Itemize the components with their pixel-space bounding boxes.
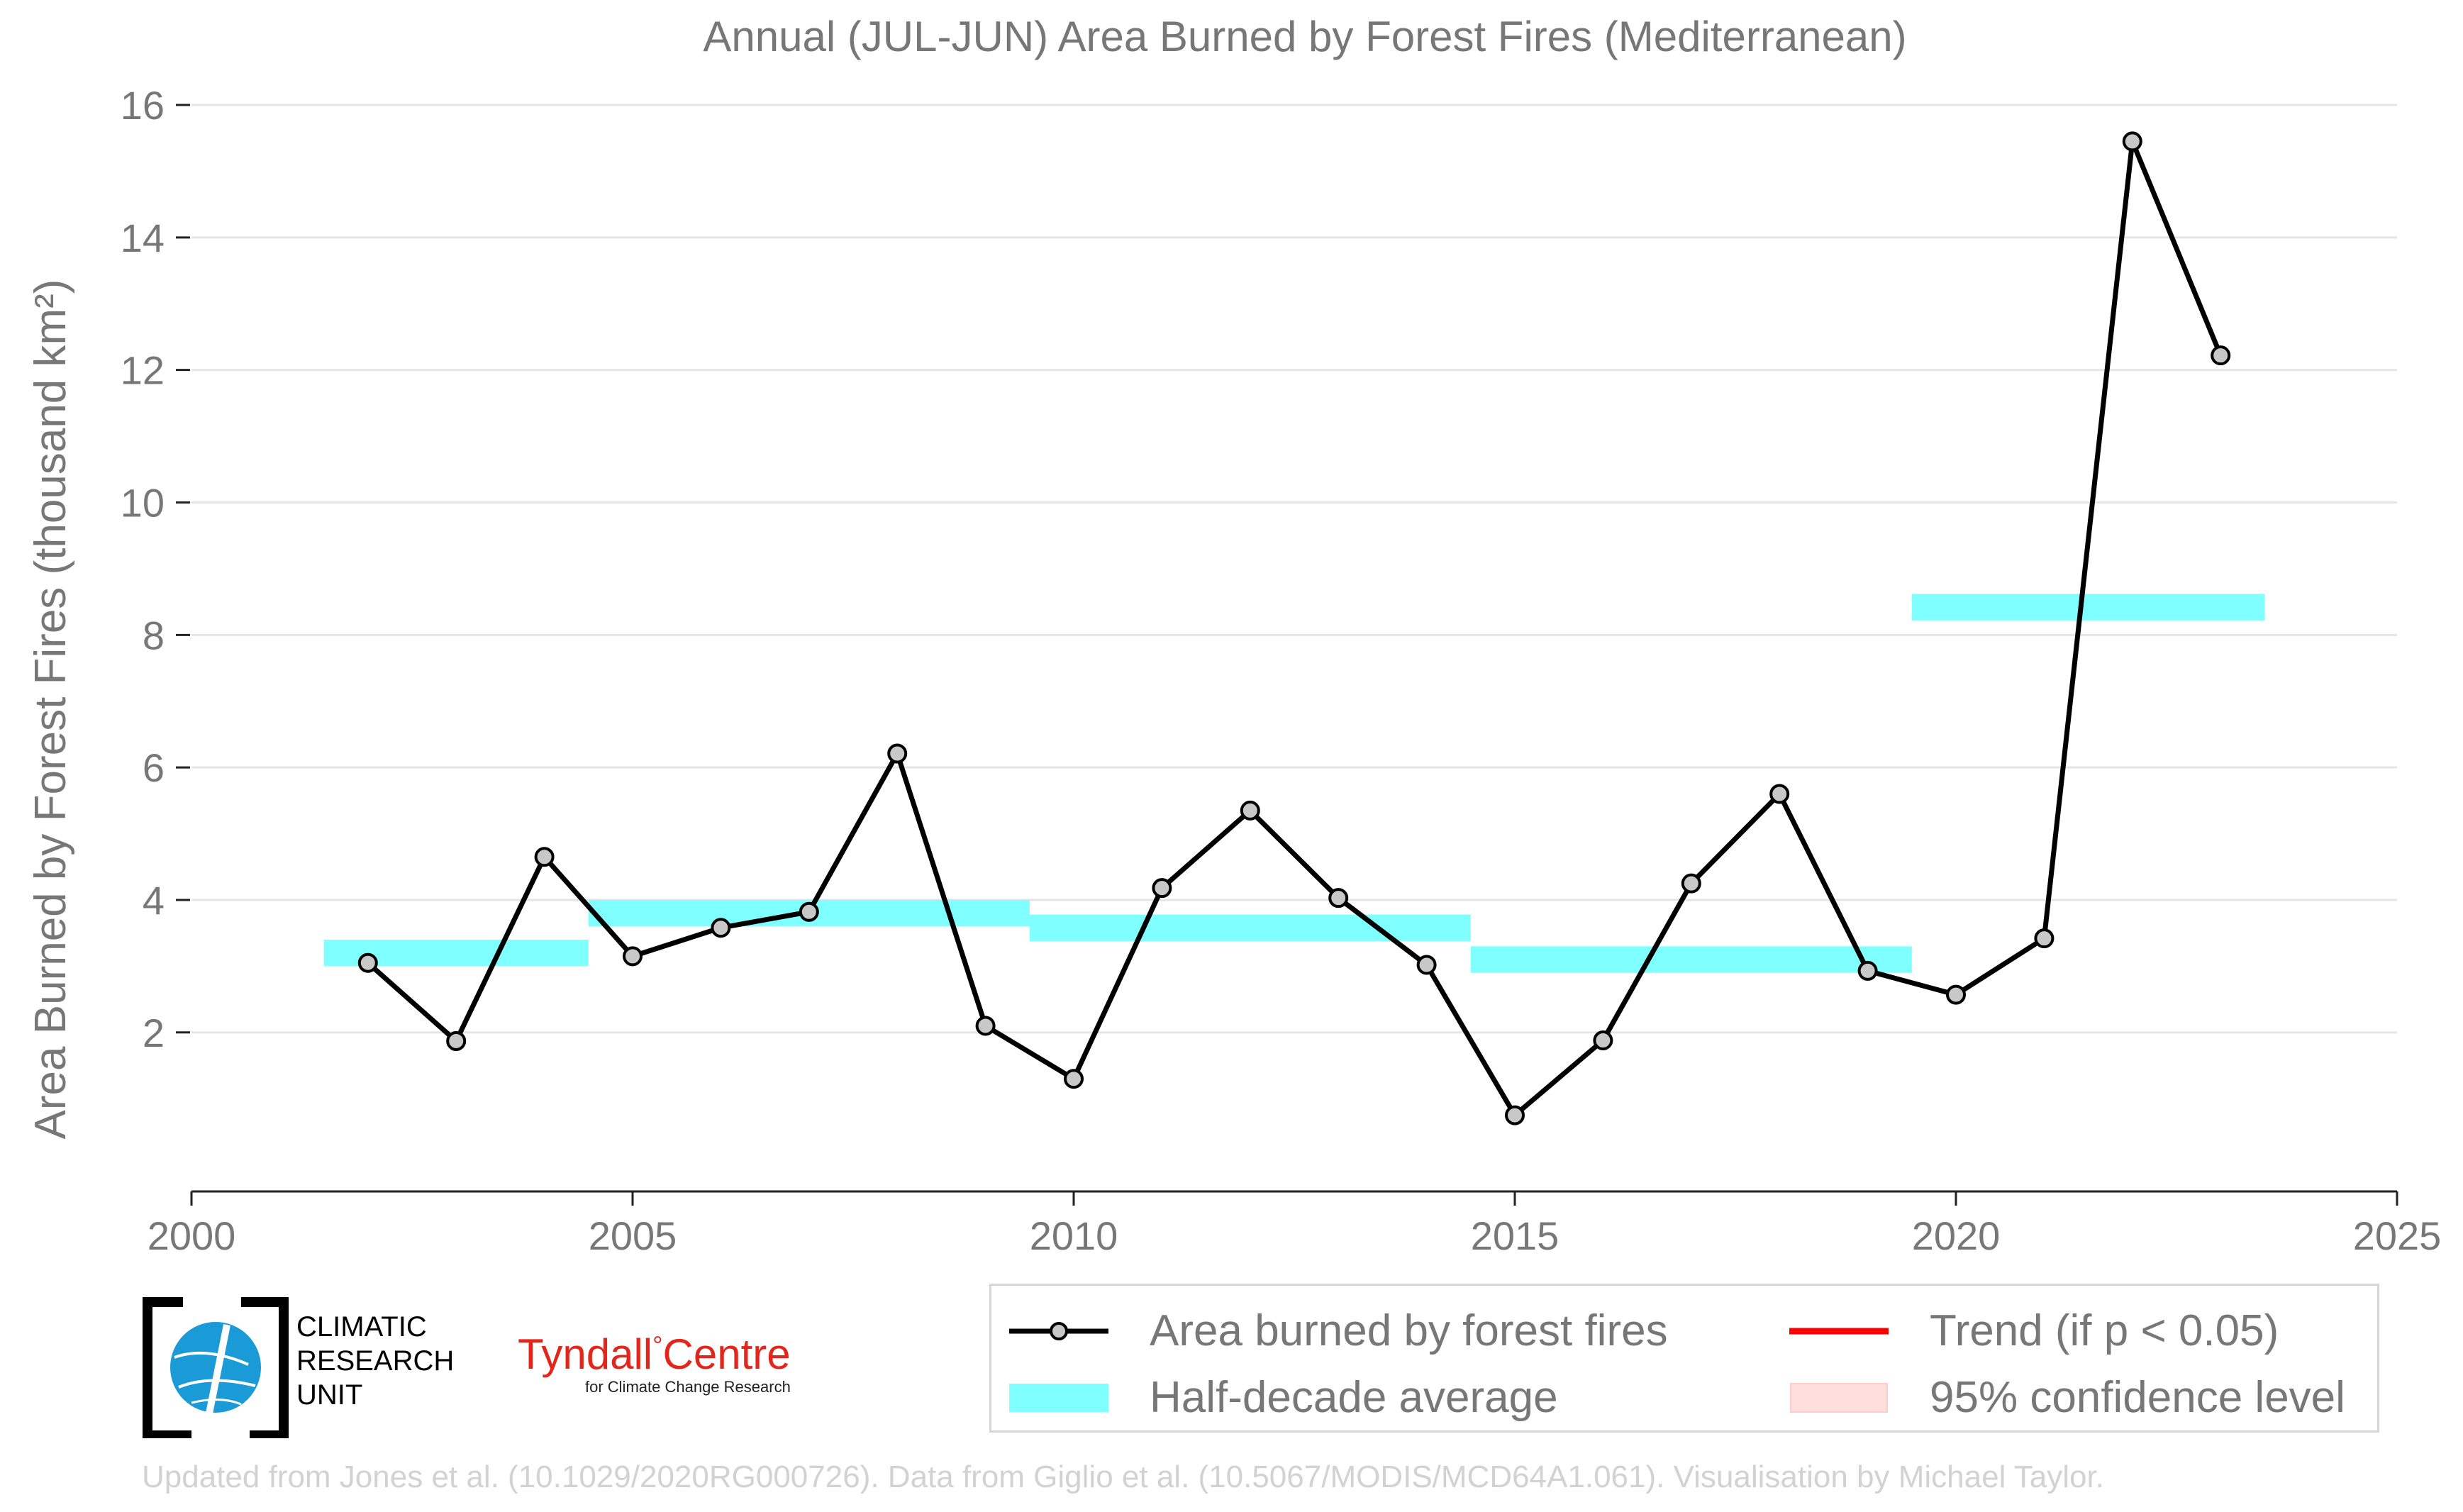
data-point-2015 xyxy=(1505,1105,1525,1125)
data-point-2016 xyxy=(1593,1030,1613,1051)
y-tick-label-6: 6 xyxy=(143,745,165,790)
half-decade-band-3 xyxy=(1029,914,1471,941)
x-tick-label-2025: 2025 xyxy=(2353,1213,2442,1258)
data-point-2008 xyxy=(887,743,908,764)
cru-logo xyxy=(142,1296,291,1440)
forest-fire-chart: Annual (JUL-JUN) Area Burned by Forest F… xyxy=(26,13,2442,1258)
x-tick-label-2005: 2005 xyxy=(589,1213,677,1258)
tyndall-logo: Tyndall°Centre for Climate Change Resear… xyxy=(518,1321,791,1396)
data-point-2009 xyxy=(975,1016,996,1036)
data-point-2003 xyxy=(446,1030,467,1051)
x-tick-label-2015: 2015 xyxy=(1471,1213,1559,1258)
data-point-2023 xyxy=(2211,345,2231,366)
cru-text-line-3: UNIT xyxy=(296,1379,363,1411)
half-decade-bands xyxy=(323,594,2265,973)
y-tick-label-8: 8 xyxy=(143,613,165,657)
axes: 2 4 6 8 10 12 14 16 2000 2005 2010 2015 2020 2025 xyxy=(121,83,2442,1258)
data-point-2014 xyxy=(1416,955,1437,975)
y-axis-label: Area Burned by Forest Fires (thousand km… xyxy=(26,279,75,1140)
gridlines xyxy=(191,104,2397,1034)
x-tick-label-2000: 2000 xyxy=(148,1213,236,1258)
tyndall-name-a: Tyndall xyxy=(518,1330,653,1378)
cru-logo-text: CLIMATIC RESEARCH UNIT xyxy=(296,1310,454,1412)
legend: Area burned by forest fires Trend (if p … xyxy=(989,1284,2379,1433)
x-tick-label-2020: 2020 xyxy=(1912,1213,2001,1258)
legend-label-half-decade: Half-decade average xyxy=(1150,1373,1558,1422)
area-burned-polyline xyxy=(366,138,2223,1118)
area-burned-line xyxy=(357,131,2231,1125)
data-point-2006 xyxy=(711,918,731,938)
tyndall-subtitle: for Climate Change Research xyxy=(585,1378,791,1396)
cru-text-line-1: CLIMATIC xyxy=(296,1311,427,1343)
y-tick-label-16: 16 xyxy=(121,83,165,128)
data-point-2021 xyxy=(2034,928,2055,949)
data-point-2002 xyxy=(357,952,378,973)
legend-swatch-half-decade xyxy=(1009,1380,1108,1416)
y-tick-label-12: 12 xyxy=(121,348,165,393)
legend-item-area-burned: Area burned by forest fires xyxy=(1009,1306,1668,1356)
data-point-2013 xyxy=(1328,888,1349,908)
tyndall-name-b: Centre xyxy=(662,1330,791,1378)
legend-label-trend: Trend (if p < 0.05) xyxy=(1930,1306,2279,1355)
data-point-2020 xyxy=(1946,984,1966,1005)
y-tick-label-14: 14 xyxy=(121,216,165,260)
legend-label-confidence: 95% confidence level xyxy=(1930,1373,2345,1422)
legend-swatch-trend xyxy=(1789,1313,1889,1349)
data-point-2017 xyxy=(1681,873,1701,894)
y-tick-label-4: 4 xyxy=(143,878,165,923)
data-point-2022 xyxy=(2122,131,2142,152)
data-point-2010 xyxy=(1064,1069,1084,1089)
half-decade-band-5 xyxy=(1911,594,2265,621)
data-point-2007 xyxy=(799,901,819,922)
data-point-2018 xyxy=(1769,784,1790,804)
legend-item-half-decade: Half-decade average xyxy=(1009,1372,1558,1423)
data-point-2012 xyxy=(1240,800,1260,821)
data-point-2011 xyxy=(1152,878,1172,899)
legend-item-trend: Trend (if p < 0.05) xyxy=(1789,1306,2279,1356)
x-tick-label-2010: 2010 xyxy=(1030,1213,1118,1258)
y-tick-label-10: 10 xyxy=(121,481,165,526)
legend-item-confidence: 95% confidence level xyxy=(1789,1372,2345,1423)
credit-text: Updated from Jones et al. (10.1029/2020R… xyxy=(142,1460,2104,1494)
legend-label-area-burned: Area burned by forest fires xyxy=(1150,1306,1668,1355)
half-decade-band-4 xyxy=(1470,946,1912,973)
legend-swatch-line-marker xyxy=(1009,1313,1108,1349)
chart-title: Annual (JUL-JUN) Area Burned by Forest F… xyxy=(703,13,1906,60)
data-point-2005 xyxy=(623,946,643,967)
data-point-2004 xyxy=(534,847,555,867)
y-tick-label-2: 2 xyxy=(143,1011,165,1055)
cru-text-line-2: RESEARCH xyxy=(296,1345,455,1377)
tyndall-degree: ° xyxy=(652,1330,663,1360)
legend-swatch-confidence xyxy=(1789,1380,1889,1416)
data-point-2019 xyxy=(1857,960,1878,981)
